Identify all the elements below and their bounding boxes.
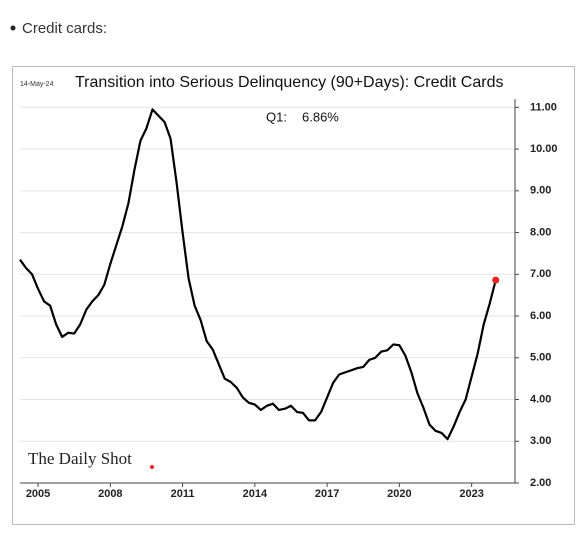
line (19, 108, 497, 441)
logo: The Daily Shot (28, 449, 132, 468)
chart-date: 14-May-24 (20, 81, 54, 88)
y-tick-label: 9.00 (530, 185, 551, 197)
annotation: Q1: (266, 109, 287, 124)
y-tick-label: 7.00 (530, 268, 551, 280)
x-tick-label: 2008 (98, 488, 122, 500)
y-tick-label: 10.00 (530, 143, 558, 155)
chart-title: Transition into Serious Delinquency (90+… (75, 74, 503, 91)
x-tick-label: 2011 (171, 488, 195, 500)
last-point (492, 276, 500, 284)
y-tick-label: 6.00 (530, 310, 551, 322)
heading: Credit cards: (22, 20, 107, 37)
x-tick-label: 2023 (459, 488, 483, 500)
logo-dot (150, 465, 154, 469)
x-tick-label: 2014 (243, 488, 268, 500)
y-tick-label: 3.00 (530, 435, 551, 447)
y-tick-label: 5.00 (530, 352, 551, 364)
x-tick-label: 2005 (26, 488, 50, 500)
bullet (10, 25, 16, 31)
y-tick-label: 11.00 (530, 101, 557, 113)
x-tick-label: 2017 (315, 488, 339, 500)
chart-frame (12, 66, 575, 525)
y-tick-label: 8.00 (530, 226, 551, 238)
y-tick-label: 4.00 (530, 393, 551, 405)
x-tick-label: 2020 (387, 488, 411, 500)
y-tick-label: 2.00 (530, 477, 551, 489)
annotation: 6.86% (302, 109, 339, 124)
